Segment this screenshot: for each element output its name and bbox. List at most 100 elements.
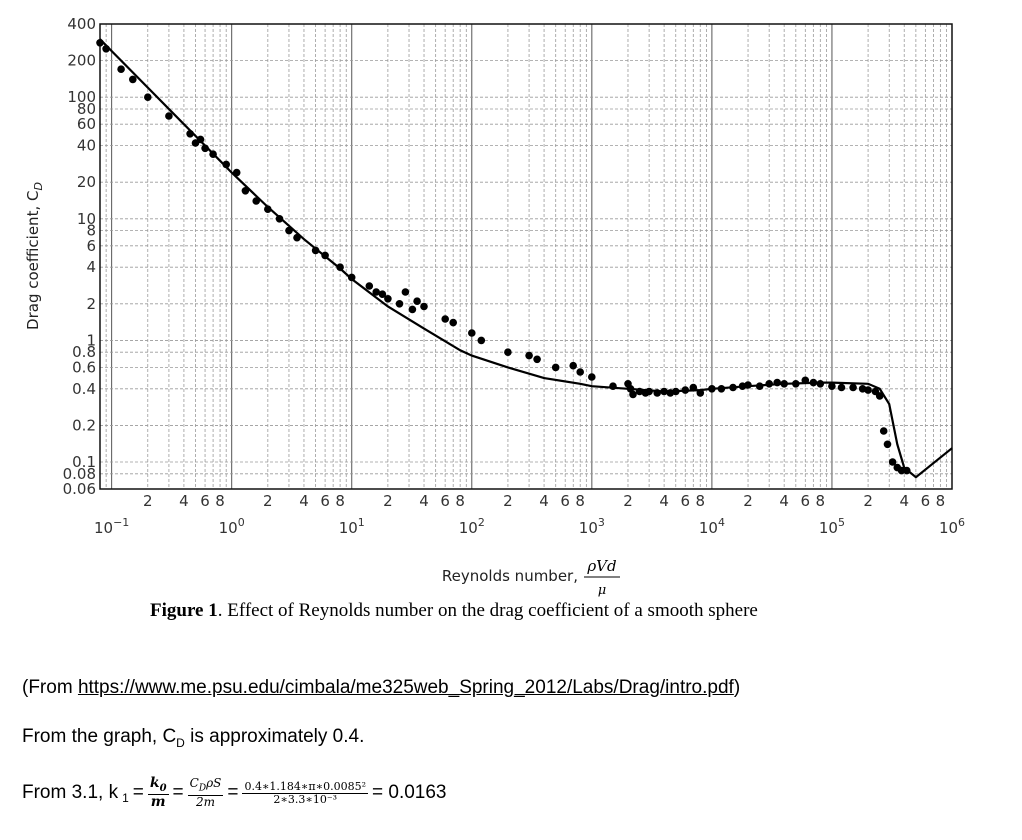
y-tick-label: 0.2 <box>72 416 96 434</box>
data-point <box>696 389 705 397</box>
data-point <box>828 382 836 391</box>
x-minor-tick-label: 2 <box>143 492 153 510</box>
data-point <box>408 305 417 314</box>
x-minor-tick-label: 8 <box>455 492 465 510</box>
data-points <box>96 39 911 475</box>
source-line: (From https://www.me.psu.edu/cimbala/me3… <box>22 677 740 699</box>
data-point <box>449 318 458 327</box>
x-minor-tick-label: 4 <box>779 492 789 510</box>
frac2-num: C <box>189 776 199 791</box>
x-minor-tick-label: 6 <box>440 492 450 510</box>
equation-prefix: From 3.1, k <box>22 782 119 804</box>
data-point <box>441 315 450 323</box>
data-point <box>533 355 541 364</box>
data-point <box>653 389 661 397</box>
frac2-num-sub: D <box>198 783 207 794</box>
frac2-den: 2m <box>195 794 215 809</box>
y-tick-label: 60 <box>77 115 96 133</box>
y-tick-label: 8 <box>86 222 96 240</box>
data-point <box>765 380 773 388</box>
frac1-den: m <box>150 793 166 810</box>
data-point <box>816 380 825 388</box>
data-point <box>186 130 194 138</box>
x-minor-tick-label: 6 <box>560 492 570 510</box>
data-point <box>864 386 872 394</box>
data-point <box>588 373 596 381</box>
data-point <box>347 273 356 282</box>
data-point <box>708 385 716 393</box>
data-point <box>384 295 392 303</box>
equals-1: = <box>132 782 144 804</box>
x-decade-label: 104 <box>699 516 725 537</box>
x-minor-tick-label: 6 <box>200 492 210 510</box>
x-decade-label: 100 <box>219 516 245 537</box>
data-point <box>468 329 476 337</box>
y-tick-label: 0.8 <box>72 343 96 361</box>
data-point <box>672 387 680 396</box>
x-minor-tick-label: 2 <box>863 492 873 510</box>
frac3-den: 2∗3.3∗10⁻³ <box>273 792 338 806</box>
fraction-k0-m: k0 m <box>147 775 169 810</box>
x-minor-tick-label: 6 <box>921 492 931 510</box>
fraction-numeric: 0.4∗1.184∗π∗0.0085² 2∗3.3∗10⁻³ <box>242 780 368 806</box>
svg-text:Reynolds number,: Reynolds number, <box>442 567 578 585</box>
data-point <box>102 45 110 53</box>
data-point <box>321 251 329 260</box>
data-point <box>569 361 577 370</box>
data-point <box>792 380 800 388</box>
x-minor-tick-label: 2 <box>623 492 633 510</box>
figure-label: Figure 1 <box>150 600 218 621</box>
equation-result: = 0.0163 <box>372 782 447 804</box>
x-minor-tick-label: 8 <box>816 492 826 510</box>
data-point <box>883 440 892 449</box>
data-point <box>801 376 810 385</box>
x-minor-tick-label: 8 <box>215 492 225 510</box>
x-minor-tick-label: 8 <box>695 492 705 510</box>
data-point <box>209 150 217 158</box>
data-point <box>477 336 486 345</box>
x-decade-label: 103 <box>579 516 605 537</box>
statement-prefix: From the graph, C <box>22 726 177 747</box>
x-decade-label: 106 <box>939 516 965 537</box>
data-point <box>755 382 764 391</box>
x-minor-tick-label: 6 <box>680 492 690 510</box>
data-point <box>903 466 911 475</box>
data-point <box>420 302 428 311</box>
data-point <box>689 383 698 392</box>
frac2-num-rest: ρS <box>206 776 222 791</box>
frac1-num: k <box>149 775 160 791</box>
x-label-numerator: ρVd <box>586 557 616 575</box>
data-point <box>413 297 421 306</box>
data-point <box>504 348 512 357</box>
data-point <box>222 160 230 169</box>
figure-caption: Figure 1. Effect of Reynolds number on t… <box>150 600 758 622</box>
frac1-num-sub: 0 <box>159 782 167 794</box>
data-point <box>165 112 173 120</box>
data-point <box>285 226 293 235</box>
y-tick-label: 10 <box>77 210 96 228</box>
fraction-cd-rho-s: CDρS 2m <box>187 776 224 809</box>
data-point <box>645 387 653 396</box>
x-minor-tick-label: 6 <box>320 492 330 510</box>
y-tick-label: 40 <box>77 137 96 155</box>
y-tick-label: 0.06 <box>63 480 96 498</box>
x-decade-label: 105 <box>819 516 845 537</box>
y-tick-label: 4 <box>86 258 96 276</box>
data-point <box>609 382 617 391</box>
x-minor-tick-label: 8 <box>575 492 585 510</box>
data-point <box>551 363 560 372</box>
data-point <box>780 380 788 388</box>
source-link[interactable]: https://www.me.psu.edu/cimbala/me325web_… <box>77 677 734 698</box>
data-point <box>525 351 533 360</box>
statement-subscript: D <box>176 735 185 750</box>
data-point <box>117 65 125 73</box>
x-minor-tick-label: 4 <box>419 492 429 510</box>
data-point <box>293 233 301 242</box>
data-point <box>888 458 897 466</box>
data-point <box>372 288 381 296</box>
data-point <box>629 390 637 399</box>
data-point <box>875 392 884 400</box>
y-tick-label: 200 <box>67 52 96 70</box>
